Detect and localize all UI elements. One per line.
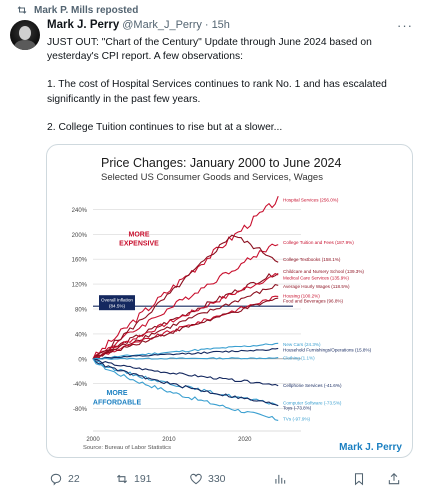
series-label: Clothing (1.1%)	[283, 356, 315, 361]
chart-image-card[interactable]: Price Changes: January 2000 to June 2024…	[46, 144, 413, 458]
more-expensive-label: MORE	[129, 231, 150, 238]
series-label: TVs (-97.9%)	[283, 417, 311, 422]
series-label: Childcare and Nursery School (139.3%)	[283, 269, 364, 274]
heart-icon	[190, 473, 202, 485]
y-tick-label: -40%	[73, 382, 88, 388]
series-line	[92, 234, 279, 360]
more-expensive-label: EXPENSIVE	[119, 241, 159, 248]
y-tick-label: -80%	[73, 407, 88, 413]
overall-inflation-box	[99, 295, 135, 311]
series-label: Toys (-73.8%)	[283, 405, 312, 410]
series-line	[92, 358, 279, 407]
author-handle[interactable]: @Mark_J_Perry	[122, 19, 202, 31]
share-icon	[388, 473, 400, 485]
repost-icon	[116, 474, 128, 484]
tweet-line: 1. The cost of Hospital Services continu…	[47, 79, 387, 91]
views-icon	[275, 474, 286, 484]
x-tick-label: 2000	[86, 437, 100, 443]
chart-brand: Mark J. Perry	[339, 442, 402, 453]
series-label: New Cars (24.3%)	[283, 342, 321, 347]
series-line	[93, 342, 279, 360]
series-line	[93, 272, 279, 360]
repost-indicator[interactable]: Mark P. Mills reposted	[16, 4, 138, 16]
overall-inflation-label: Overall Inflation	[101, 298, 133, 303]
series-label: Medical Care Services (135.9%)	[283, 275, 349, 280]
series-label: Food and Beverages (96.8%)	[283, 298, 343, 303]
series-line	[92, 297, 279, 360]
x-tick-label: 2010	[162, 437, 176, 443]
separator-dot: ·	[204, 19, 209, 31]
reply-button[interactable]: 22	[49, 472, 80, 486]
series-label: Cellphone Services (-41.6%)	[283, 383, 342, 388]
share-button[interactable]	[387, 472, 401, 486]
series-label: Hospital Services (256.0%)	[283, 197, 339, 202]
series-label: Housing (100.2%)	[283, 293, 320, 298]
bookmark-icon	[354, 473, 364, 486]
views-button[interactable]	[273, 472, 287, 486]
chart-source: Source: Bureau of Labor Statistics	[83, 445, 171, 451]
reply-count: 22	[68, 473, 80, 485]
repost-icon	[17, 6, 27, 14]
overall-inflation-value: (84.5%)	[109, 304, 126, 309]
chart-title: Price Changes: January 2000 to June 2024	[101, 156, 341, 170]
series-line	[92, 243, 279, 360]
series-line	[92, 357, 279, 360]
like-count: 330	[208, 473, 226, 485]
chart-subtitle: Selected US Consumer Goods and Services,…	[101, 172, 323, 183]
repost-button[interactable]: 191	[115, 472, 152, 486]
y-tick-label: 200%	[72, 233, 88, 239]
more-options-icon[interactable]: ···	[397, 18, 413, 33]
repost-count: 191	[134, 473, 152, 485]
tweet-line[interactable]: 2. College Tuition continues to rise but…	[47, 121, 283, 133]
y-tick-label: 240%	[72, 208, 88, 214]
x-tick-label: 2020	[238, 437, 252, 443]
repost-label: Mark P. Mills reposted	[34, 4, 139, 16]
tweet-line: significantly in the past few years.	[47, 93, 201, 105]
tweet-header: Mark J. Perry @Mark_J_Perry · 15h	[47, 19, 230, 31]
more-affordable-label: AFFORDABLE	[93, 399, 142, 406]
series-line	[92, 283, 279, 360]
y-tick-label: 0%	[78, 357, 87, 363]
tweet-text: JUST OUT: "Chart of the Century" Update …	[47, 36, 407, 135]
series-line	[92, 196, 279, 360]
reply-icon	[50, 473, 62, 486]
more-affordable-label: MORE	[107, 390, 128, 397]
series-line	[92, 358, 279, 387]
series-label: Average Hourly Wages (118.5%)	[283, 284, 350, 289]
series-label: College Tuition and Fees (187.9%)	[283, 240, 354, 245]
author-name[interactable]: Mark J. Perry	[47, 19, 120, 31]
y-tick-label: 120%	[72, 283, 88, 289]
chart: Price Changes: January 2000 to June 2024…	[72, 156, 403, 453]
like-button[interactable]: 330	[189, 472, 226, 486]
series-label: Household Furnishings/Operations (15.8%)	[283, 347, 372, 352]
y-tick-label: 160%	[72, 258, 88, 264]
series-label: Computer Software (-73.5%)	[283, 400, 342, 405]
series-label: College Textbooks (158.1%)	[283, 257, 341, 262]
tweet-actions: 22 191 330	[47, 472, 417, 490]
tweet-line: JUST OUT: "Chart of the Century" Update …	[47, 37, 372, 48]
y-tick-label: 80%	[75, 308, 88, 314]
series-line	[92, 358, 279, 421]
timestamp[interactable]: 15h	[211, 19, 230, 31]
bookmark-button[interactable]	[352, 472, 366, 486]
series-line	[92, 347, 279, 360]
y-tick-label: 40%	[75, 332, 88, 338]
avatar[interactable]	[10, 20, 40, 50]
tweet-line: yesterday's CPI report. A few observatio…	[47, 51, 243, 63]
